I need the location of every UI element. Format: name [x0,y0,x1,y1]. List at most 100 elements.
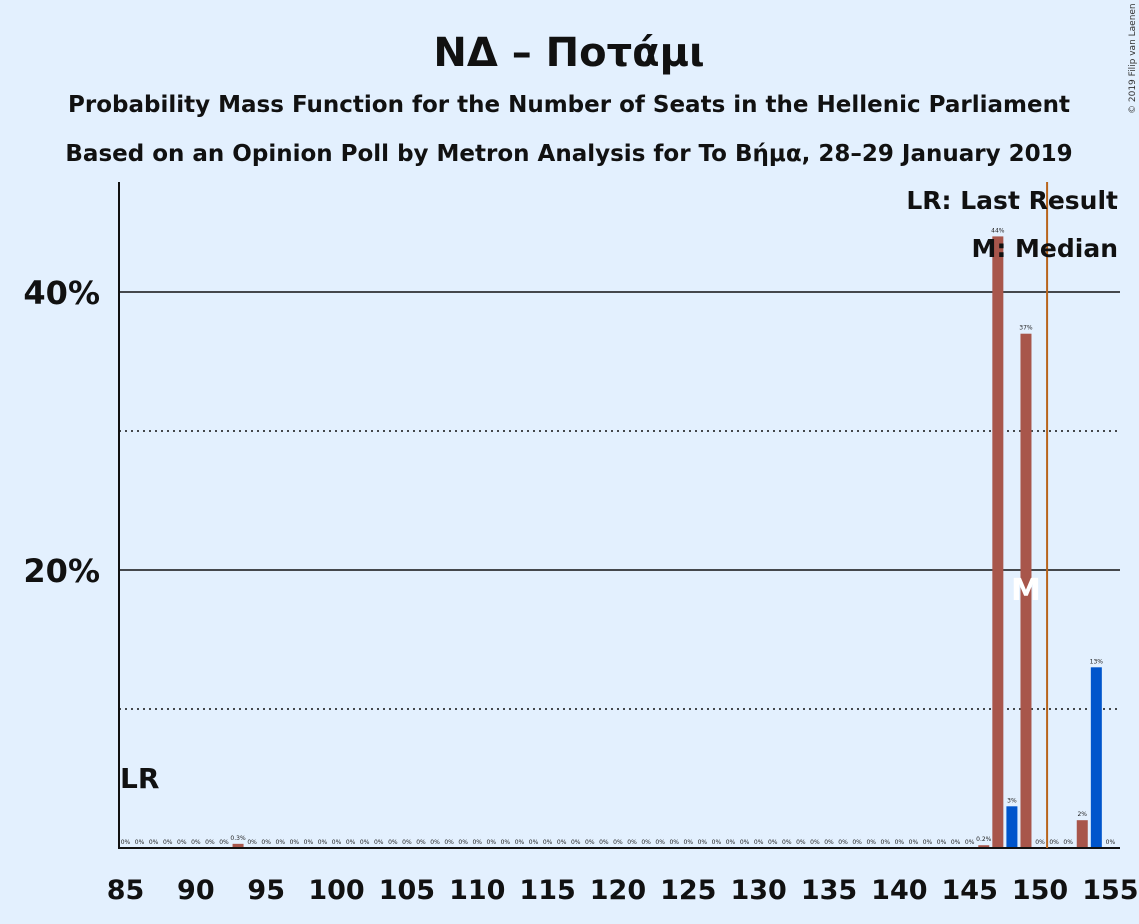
bar-label-116: 0% [557,839,567,846]
bar-label-89: 0% [177,839,187,846]
chart-subtitle-2: Based on an Opinion Poll by Metron Analy… [65,141,1072,167]
bar-label-148: 3% [1007,797,1017,804]
x-tick-label: 155 [1082,875,1138,906]
bar-label-142: 0% [923,839,933,846]
bar-149 [1020,333,1032,848]
bar-label-86: 0% [135,839,145,846]
bar-label-121: 0% [627,839,637,846]
bar-label-100: 0% [332,839,342,846]
x-tick-label: 115 [519,875,575,906]
bar-label-85: 0% [121,839,131,846]
bar-label-119: 0% [599,839,609,846]
x-tick-label: 110 [449,875,505,906]
bar-label-111: 0% [487,839,497,846]
bar-label-123: 0% [655,839,665,846]
bar-label-150: 0% [1035,839,1045,846]
chart-subtitle-1: Probability Mass Function for the Number… [68,92,1070,118]
bar-label-146: 0.2% [976,836,992,843]
x-tick-label: 150 [1012,875,1068,906]
bar-label-105: 0% [402,839,412,846]
bar-label-117: 0% [571,839,581,846]
x-tick-label: 120 [590,875,646,906]
x-tick-label: 100 [308,875,364,906]
bar-label-113: 0% [515,839,525,846]
y-tick-label: 20% [23,552,100,590]
bar-label-151: 0% [1049,839,1059,846]
bar-153 [1076,820,1088,848]
bar-label-144: 0% [951,839,961,846]
bar-label-145: 0% [965,839,975,846]
bar-label-135: 0% [824,839,834,846]
legend-median: M: Median [971,234,1118,263]
y-tick-labels: 20% 40% [23,274,100,590]
bar-label-98: 0% [304,839,314,846]
bar-label-133: 0% [796,839,806,846]
bar-label-112: 0% [501,839,511,846]
bar-label-93: 0.3% [230,835,246,842]
bar-label-88: 0% [163,839,173,846]
y-tick-label: 40% [23,274,100,312]
gridlines [119,291,1120,710]
bar-147 [992,236,1004,848]
bar-label-126: 0% [698,839,708,846]
bar-label-130: 0% [754,839,764,846]
bar-label-104: 0% [388,839,398,846]
x-tick-label: 145 [942,875,998,906]
x-tick-labels: 85 90 95 100 105 110 115 120 125 130 135 140 145 150 1… [107,875,1139,906]
bar-label-138: 0% [866,839,876,846]
bar-label-136: 0% [838,839,848,846]
bar-label-90: 0% [191,839,201,846]
bar-label-108: 0% [444,839,454,846]
bar-label-99: 0% [318,839,328,846]
bar-label-154: 13% [1090,658,1104,665]
bar-label-114: 0% [529,839,539,846]
bar-label-139: 0% [881,839,891,846]
bar-label-129: 0% [740,839,750,846]
bar-label-149: 37% [1019,325,1033,332]
last-result-label: LR [120,762,159,795]
bar-label-87: 0% [149,839,159,846]
median-marker: M [1011,573,1041,608]
legend-last-result: LR: Last Result [906,186,1118,215]
bar-label-101: 0% [346,839,356,846]
bar-label-131: 0% [768,839,778,846]
x-tick-label: 130 [730,875,786,906]
bar-label-103: 0% [374,839,384,846]
bar-label-153: 2% [1077,811,1087,818]
bar-146 [978,845,990,848]
x-tick-label: 135 [801,875,857,906]
bar-154 [1090,667,1102,848]
x-tick-label: 95 [247,875,285,906]
bar-label-110: 0% [472,839,482,846]
bar-label-92: 0% [219,839,229,846]
bar-label-115: 0% [543,839,553,846]
bar-label-143: 0% [937,839,947,846]
bar-label-125: 0% [684,839,694,846]
bar-label-102: 0% [360,839,370,846]
chart-title: ΝΔ – Ποτάμι [433,30,704,76]
bar-label-94: 0% [247,839,257,846]
bar-label-134: 0% [810,839,820,846]
bar-label-120: 0% [613,839,623,846]
bar-label-140: 0% [895,839,905,846]
bar-93 [232,843,244,848]
bar-label-147: 44% [991,227,1005,234]
bar-label-95: 0% [261,839,271,846]
copyright-text: © 2019 Filip van Laenen [1128,3,1138,114]
bar-label-152: 0% [1063,839,1073,846]
bar-label-107: 0% [430,839,440,846]
bar-label-132: 0% [782,839,792,846]
bar-label-91: 0% [205,839,215,846]
bar-label-127: 0% [712,839,722,846]
bar-148 [1006,806,1018,848]
bar-label-122: 0% [641,839,651,846]
x-tick-label: 105 [379,875,435,906]
bar-labels: 0% 0% 0% 0% 0% 0% 0% 0% 0.3% 0% 0% 0% 0% 0% 0% 0% 0% 0% 0%… [121,227,1116,846]
bar-label-109: 0% [458,839,468,846]
bar-label-124: 0% [669,839,679,846]
bar-label-137: 0% [852,839,862,846]
bars [232,236,1102,848]
bar-label-96: 0% [276,839,286,846]
bar-label-141: 0% [909,839,919,846]
